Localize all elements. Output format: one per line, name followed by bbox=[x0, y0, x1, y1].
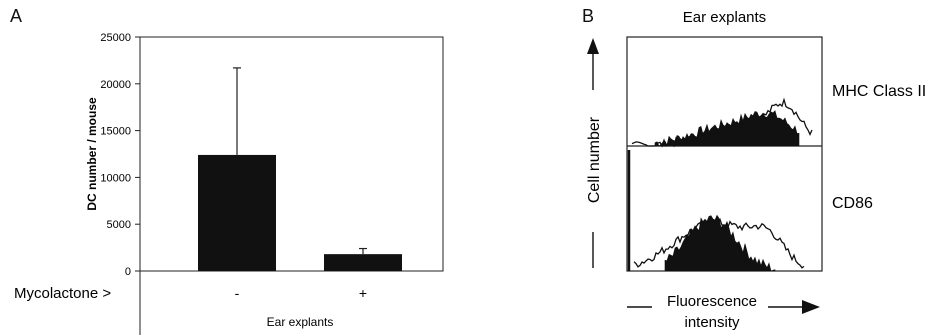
plot-frame bbox=[139, 36, 444, 272]
row-label-mycolactone: Mycolactone > bbox=[14, 285, 111, 302]
x-category-label-1: - bbox=[235, 285, 240, 301]
series-label-cd86: CD86 bbox=[832, 195, 873, 212]
series-label-mhc-class-ii: MHC Class II bbox=[832, 83, 926, 100]
panel-letter-b: B bbox=[582, 6, 595, 26]
bar-2 bbox=[324, 254, 402, 271]
mhc-class-ii-filled-histogram bbox=[654, 110, 800, 147]
cd86-filled-histogram bbox=[664, 214, 776, 272]
x-axis-label-line-2: intensity bbox=[684, 314, 740, 331]
y-tick-label: 25000 bbox=[100, 32, 131, 44]
histogram-frame bbox=[626, 36, 823, 272]
x-arrow-head bbox=[802, 300, 820, 314]
histogram-title: Ear explants bbox=[683, 9, 766, 26]
y-arrow-head bbox=[587, 38, 599, 54]
y-axis-label: DC number / mouse bbox=[85, 97, 99, 211]
mhc-class-ii-outline-histogram bbox=[631, 97, 813, 148]
panel-letter-a: A bbox=[10, 6, 23, 26]
x-category-label-2: + bbox=[359, 285, 367, 301]
cd86-outline-histogram bbox=[633, 217, 805, 269]
y-tick-label: 15000 bbox=[100, 126, 131, 138]
bar-1 bbox=[198, 154, 276, 271]
y-tick-label: 20000 bbox=[100, 79, 131, 91]
bar-chart-dc-number: 0 5000 10000 15000 20000 25000 - + DC number / m… bbox=[14, 32, 444, 335]
y-axis-label-cell-number: Cell number bbox=[586, 116, 603, 203]
y-tick-label: 10000 bbox=[100, 172, 131, 184]
x-axis-label-line-1: Fluorescence bbox=[667, 293, 757, 310]
y-tick-label: 5000 bbox=[107, 219, 131, 231]
y-tick-label: 0 bbox=[125, 266, 131, 278]
x-axis-label: Ear explants bbox=[267, 315, 334, 329]
